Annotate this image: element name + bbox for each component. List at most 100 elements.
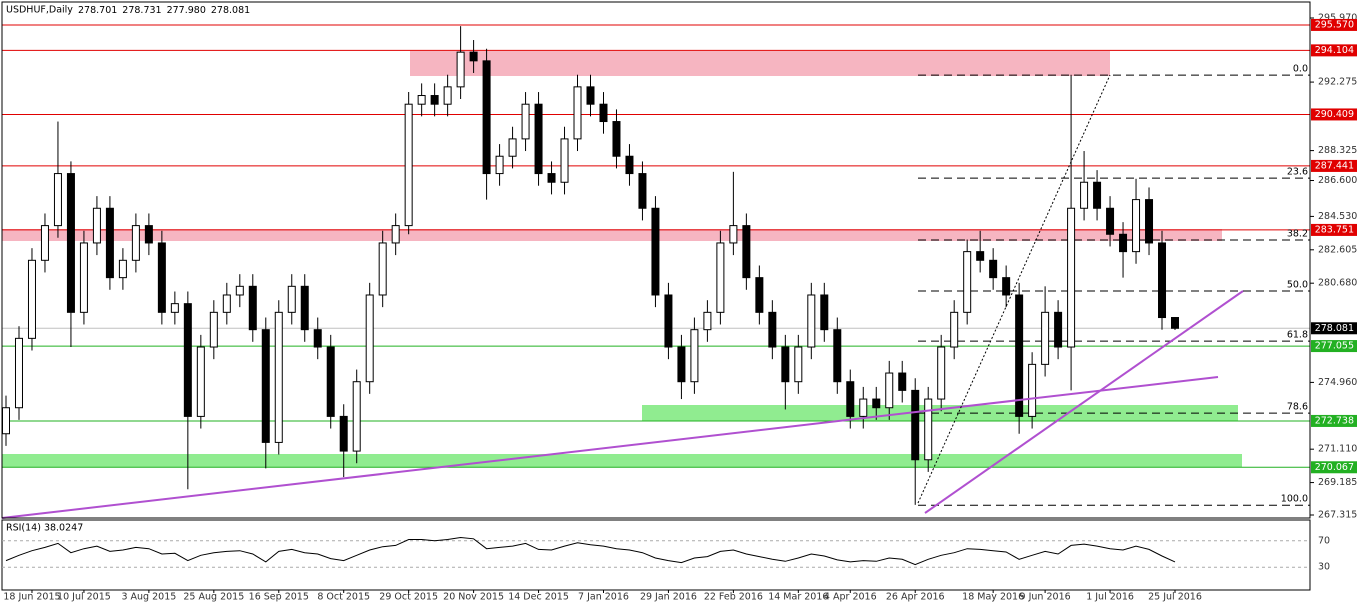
candle-body	[495, 155, 504, 175]
header-value: 278.731	[122, 5, 161, 16]
candle-body	[521, 103, 530, 140]
candle-body	[1093, 181, 1102, 209]
candle-body	[14, 337, 23, 409]
bid-label-box	[1311, 322, 1357, 335]
candle-body	[781, 346, 790, 383]
candle-body	[430, 95, 439, 105]
candle-body	[313, 329, 322, 348]
candle-body	[469, 51, 478, 62]
candle-body	[586, 86, 595, 105]
x-tick-label: 14 Dec 2015	[508, 592, 569, 603]
level-label: 283.751	[1315, 224, 1354, 235]
candle-body	[261, 329, 270, 443]
candle-body	[1002, 277, 1011, 296]
candle-body	[534, 103, 543, 175]
y-tick-label: 282.605	[1318, 244, 1357, 255]
candle-body	[664, 294, 673, 348]
level-label-box	[1311, 461, 1357, 474]
candle-body	[1041, 311, 1050, 365]
x-tick-label: 22 Feb 2016	[704, 592, 763, 603]
header-ohlc: 278.701 278.731 277.980 278.081	[78, 5, 250, 16]
rsi-tick-label: 70	[1318, 535, 1330, 546]
candle-body	[859, 398, 868, 417]
candle-body	[248, 285, 257, 331]
candle-body	[66, 173, 75, 313]
candle-body	[118, 259, 127, 279]
candle-body	[573, 86, 582, 140]
candle-body	[703, 311, 712, 331]
candle-body	[846, 381, 855, 417]
candle-body	[326, 346, 335, 417]
x-tick-label: 16 Sep 2015	[249, 592, 309, 603]
y-tick-label: 292.275	[1318, 77, 1357, 88]
x-tick-label: 25 Jul 2016	[1148, 592, 1202, 603]
y-tick-label: 269.185	[1318, 477, 1357, 488]
y-tick-label: 295.970	[1318, 13, 1357, 24]
candle-body	[391, 225, 400, 244]
fib-label: 0.0	[1293, 64, 1308, 75]
header-value: 278.081	[211, 5, 250, 16]
x-tick-label: 20 Nov 2015	[443, 592, 504, 603]
x-tick-label: 10 Jul 2015	[57, 592, 111, 603]
candle-body	[1132, 199, 1141, 253]
level-label: 290.409	[1315, 109, 1354, 120]
candle-body	[404, 103, 413, 227]
candle-body	[209, 311, 218, 348]
candle-body	[794, 346, 803, 383]
candle-body	[963, 251, 972, 313]
candle-body	[131, 225, 140, 261]
candle-body	[482, 60, 491, 175]
candle-body	[508, 138, 517, 157]
main-panel-frame	[1, 1, 1311, 519]
candle-body	[1171, 317, 1179, 329]
header-value: 278.701	[78, 5, 117, 16]
level-label-box	[1311, 340, 1357, 353]
candle-body	[157, 242, 166, 313]
chart-title: USDHUF,Daily	[6, 5, 73, 16]
candle-body	[1158, 242, 1167, 319]
level-label-box	[1311, 223, 1357, 236]
support-zone	[642, 405, 1238, 421]
y-tick-label: 280.680	[1318, 278, 1357, 289]
x-tick-label: 7 Jan 2016	[578, 592, 629, 603]
level-label-box	[1311, 18, 1357, 31]
x-tick-label: 4 Apr 2016	[824, 592, 877, 603]
y-tick-label: 271.110	[1318, 444, 1357, 455]
candle-body	[53, 173, 62, 227]
candle-body	[547, 173, 556, 183]
candle-body	[885, 372, 894, 409]
candle-body	[2, 407, 10, 435]
x-tick-label: 1 Jul 2016	[1086, 592, 1134, 603]
x-tick-label: 3 Aug 2015	[121, 592, 176, 603]
candle-body	[716, 242, 725, 313]
x-tick-label: 18 Jun 2015	[3, 592, 60, 603]
x-tick-label: 9 Jun 2016	[1020, 592, 1071, 603]
y-tick-label: 286.600	[1318, 175, 1357, 186]
rsi-line	[5, 536, 1176, 566]
candle-body	[235, 285, 244, 296]
level-label-box	[1311, 414, 1357, 427]
candle-body	[40, 225, 49, 261]
resistance-zone	[2, 229, 1222, 241]
level-label-box	[1311, 108, 1357, 121]
candle-body	[807, 294, 816, 348]
candle-body	[456, 51, 465, 88]
candle-body	[612, 121, 621, 157]
level-label: 295.570	[1315, 19, 1354, 30]
candle-body	[287, 285, 296, 313]
fib-label: 50.0	[1287, 279, 1308, 290]
x-tick-label: 29 Oct 2015	[379, 592, 438, 603]
x-tick-label: 26 Apr 2016	[886, 592, 945, 603]
candle-body	[417, 95, 426, 105]
level-label-box	[1311, 44, 1357, 57]
candle-body	[339, 415, 348, 452]
candle-body	[170, 303, 179, 313]
candle-body	[950, 311, 959, 348]
candle-body	[1067, 207, 1076, 348]
candle-body	[729, 225, 738, 244]
candle-body	[1080, 181, 1089, 209]
x-tick-label: 18 May 2016	[962, 592, 1024, 603]
candle-body	[1028, 363, 1037, 417]
rsi-tick-label: 30	[1318, 562, 1330, 573]
